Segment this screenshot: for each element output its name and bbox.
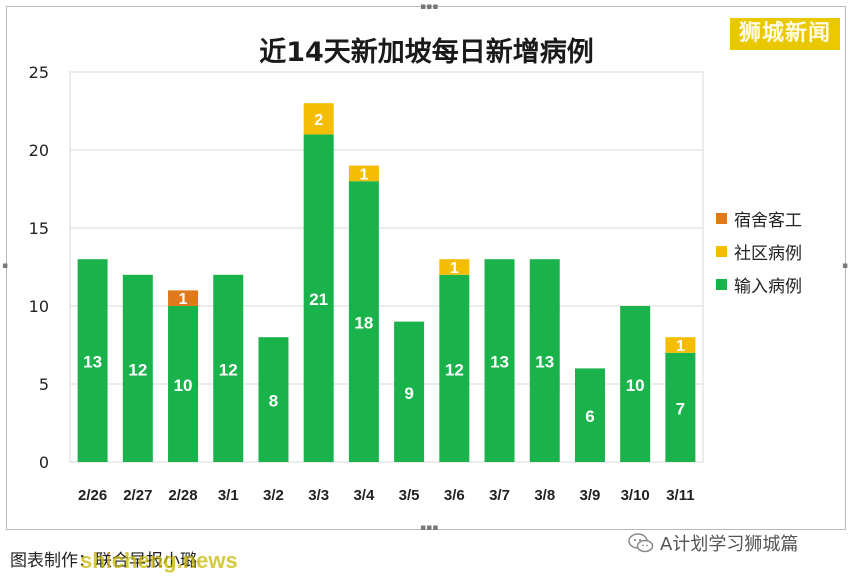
bar-community — [665, 337, 696, 353]
bar-community — [303, 103, 334, 135]
x-tick-label: 3/10 — [621, 487, 650, 504]
x-tick-label: 3/3 — [308, 487, 329, 504]
data-label: 1 — [359, 166, 368, 183]
account-label: A计划学习狮城篇 — [628, 530, 798, 556]
x-tick-label: 2/26 — [78, 487, 107, 504]
data-label: 10 — [626, 376, 645, 395]
wechat-icon — [628, 533, 654, 553]
y-tick-label: 10 — [29, 297, 49, 316]
data-label: 6 — [585, 407, 594, 426]
bar-import — [620, 306, 651, 462]
x-tick-label: 3/8 — [534, 487, 555, 504]
bar-community — [348, 165, 379, 182]
y-tick-label: 0 — [39, 453, 49, 472]
bar-dormitory — [168, 290, 199, 306]
data-label: 9 — [404, 384, 413, 403]
x-tick-label: 2/27 — [123, 487, 152, 504]
caption: 图表制作：联合早报小璐 — [10, 551, 197, 571]
resize-handle-left[interactable]: ▪ — [2, 261, 9, 271]
bar-import — [122, 274, 153, 462]
data-label: 13 — [535, 353, 554, 372]
data-label: 1 — [450, 260, 459, 277]
bar-import — [303, 134, 334, 462]
data-label: 8 — [269, 392, 278, 411]
bar-import — [574, 368, 605, 462]
legend-item-import: 输入病例 — [716, 268, 802, 301]
bar-import — [213, 274, 244, 462]
x-tick-label: 3/4 — [353, 487, 375, 504]
bar-community — [439, 259, 470, 275]
legend-item-dormitory: 宿舍客工 — [716, 202, 802, 235]
legend-swatch-dormitory — [716, 213, 727, 224]
bar-import — [258, 337, 289, 462]
bar-import — [665, 352, 696, 462]
data-label: 21 — [309, 290, 328, 309]
x-tick-label: 3/1 — [218, 487, 239, 504]
data-label: 13 — [490, 353, 509, 372]
bar-import — [529, 259, 560, 462]
data-label: 2 — [314, 112, 323, 129]
y-tick-label: 5 — [39, 375, 49, 394]
legend: 宿舍客工 社区病例 输入病例 — [716, 202, 802, 301]
chart-title: 近14天新加坡每日新增病例 — [259, 37, 594, 68]
x-tick-label: 3/5 — [399, 487, 420, 504]
bar-import — [484, 259, 515, 462]
bar-import — [168, 306, 199, 462]
data-label: 12 — [219, 360, 238, 379]
x-tick-label: 3/9 — [580, 487, 601, 504]
legend-swatch-import — [716, 279, 727, 290]
y-tick-label: 15 — [29, 219, 49, 238]
data-label: 10 — [174, 376, 193, 395]
bar-import — [439, 274, 470, 462]
x-tick-label: 3/7 — [489, 487, 510, 504]
bar-import — [394, 321, 425, 462]
x-tick-label: 3/2 — [263, 487, 284, 504]
legend-label-import: 输入病例 — [734, 277, 802, 297]
x-tick-label: 3/6 — [444, 487, 465, 504]
legend-swatch-community — [716, 246, 727, 257]
brand-logo: 狮城新闻 — [730, 18, 840, 50]
data-label: 1 — [676, 338, 685, 355]
y-tick-label: 25 — [29, 63, 49, 82]
account-name: A计划学习狮城篇 — [660, 534, 799, 555]
legend-label-community: 社区病例 — [734, 244, 802, 264]
data-label: 7 — [676, 399, 685, 418]
x-tick-label: 2/28 — [168, 487, 197, 504]
plot-area — [69, 71, 704, 463]
data-label: 12 — [128, 360, 147, 379]
bar-import — [77, 259, 108, 462]
x-tick-label: 3/11 — [666, 487, 694, 504]
data-label: 13 — [83, 353, 102, 372]
y-tick-label: 20 — [29, 141, 49, 160]
legend-item-community: 社区病例 — [716, 235, 802, 268]
data-label: 12 — [445, 360, 464, 379]
data-label: 18 — [354, 314, 373, 333]
bar-import — [348, 181, 379, 462]
legend-label-dormitory: 宿舍客工 — [734, 211, 802, 231]
resize-handle-top[interactable]: ▪▪▪ — [420, 2, 439, 12]
watermark: shicheng.news — [80, 548, 238, 573]
resize-handle-right[interactable]: ▪ — [842, 261, 849, 271]
resize-handle-bottom[interactable]: ▪▪▪ — [420, 523, 439, 533]
data-label: 1 — [179, 291, 188, 308]
